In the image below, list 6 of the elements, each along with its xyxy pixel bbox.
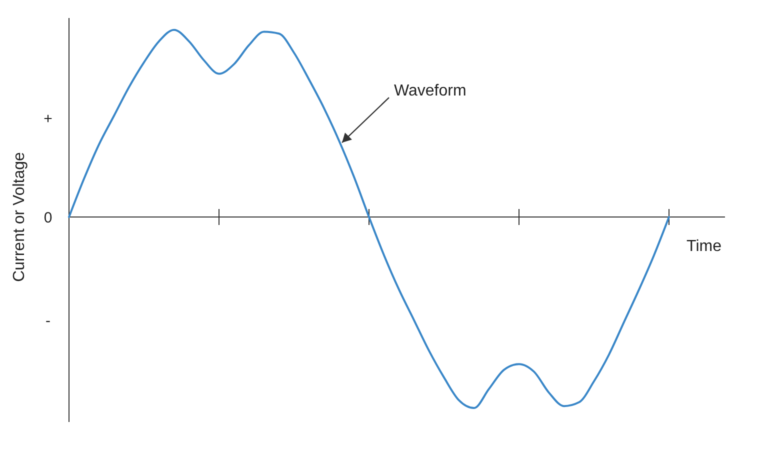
y-axis-title: Current or Voltage — [11, 152, 28, 282]
x-axis-title: Time — [686, 238, 722, 255]
text: + — [44, 110, 53, 128]
annotation: Waveform — [394, 82, 466, 100]
text: - — [46, 312, 50, 330]
text: 0 — [44, 209, 52, 226]
